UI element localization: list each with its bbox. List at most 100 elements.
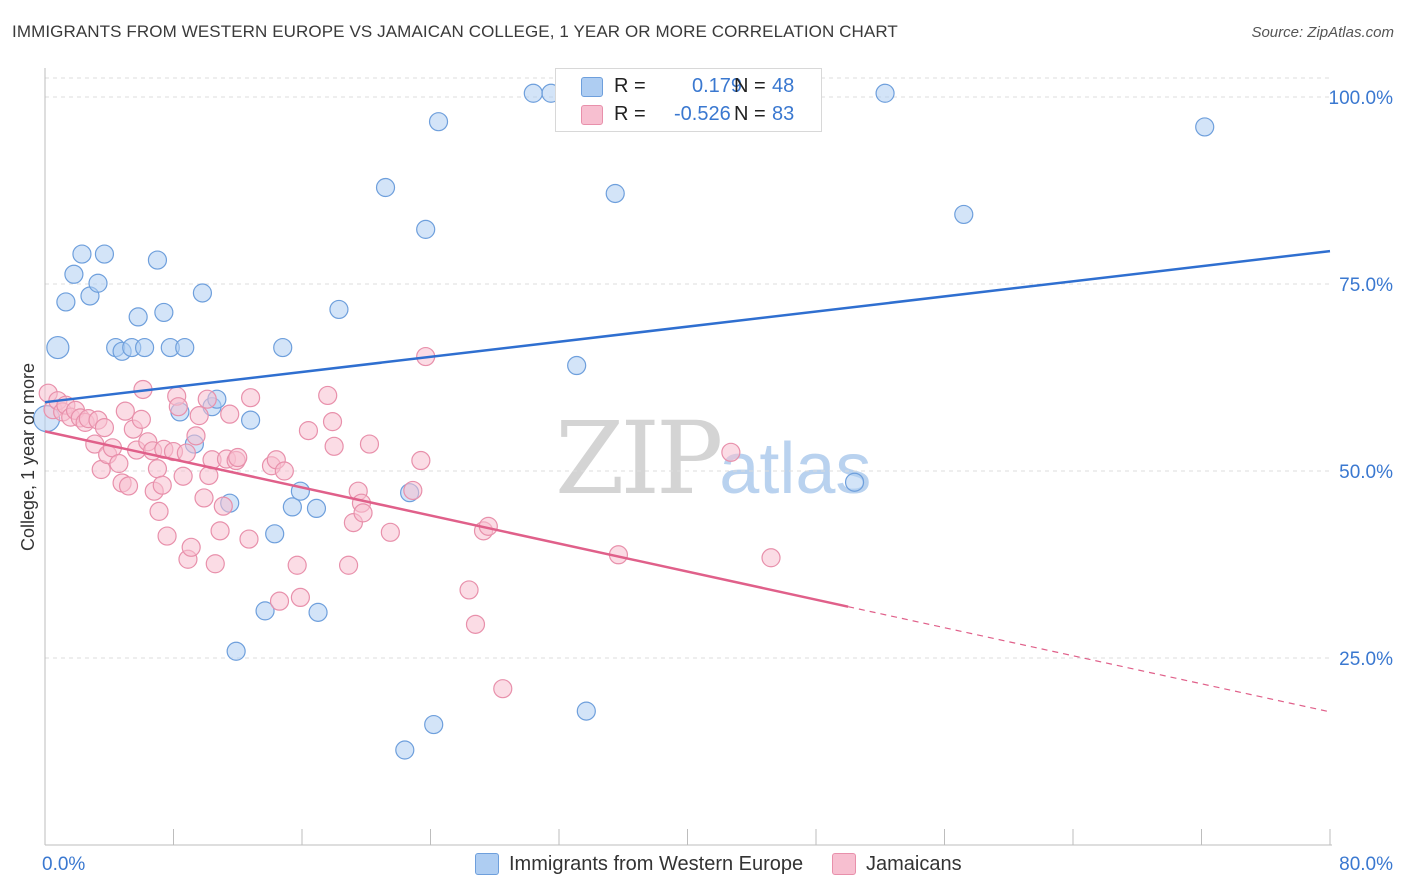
legend-r-label: R = — [614, 103, 646, 125]
point-western-europe — [954, 204, 974, 225]
series-western-europe — [33, 83, 1215, 760]
point-western-europe — [395, 740, 415, 760]
legend-r-value: 0.179 — [692, 75, 743, 97]
point-jamaicans — [194, 488, 214, 508]
point-jamaicans — [761, 548, 781, 568]
point-western-europe — [567, 355, 587, 376]
point-western-europe — [46, 335, 70, 360]
point-jamaicans — [197, 389, 217, 409]
legend-n-value: 48 — [772, 75, 795, 97]
legend-n-value: 83 — [772, 103, 795, 125]
tick-labels: 25.0% 50.0% 75.0% 100.0% 0.0% 80.0% — [42, 88, 1393, 875]
point-jamaicans — [228, 447, 248, 468]
point-jamaicans — [380, 522, 400, 542]
point-jamaicans — [186, 426, 206, 446]
legend-n-label: N = — [734, 103, 766, 125]
point-western-europe — [175, 337, 195, 358]
point-jamaicans — [168, 397, 188, 417]
point-western-europe — [154, 302, 174, 323]
point-jamaicans — [465, 614, 486, 634]
trend-lines — [44, 249, 1331, 713]
point-western-europe — [147, 250, 168, 270]
point-western-europe — [134, 337, 155, 358]
y-tick-label: 75.0% — [1339, 275, 1393, 296]
point-western-europe — [72, 244, 92, 264]
x-tick-label: 80.0% — [1339, 854, 1393, 875]
point-jamaicans — [241, 388, 261, 408]
point-western-europe — [576, 701, 596, 721]
point-western-europe — [282, 497, 302, 517]
point-jamaicans — [353, 503, 373, 523]
bottom-legend-swatch-pink — [832, 853, 856, 875]
point-western-europe — [88, 273, 108, 293]
point-western-europe — [523, 83, 543, 103]
bottom-legend-swatch-blue — [475, 853, 499, 875]
point-jamaicans — [403, 480, 423, 501]
axes — [44, 68, 1332, 846]
point-jamaicans — [298, 421, 319, 441]
point-western-europe — [308, 602, 328, 622]
point-jamaicans — [269, 591, 290, 611]
point-jamaicans — [721, 442, 741, 462]
trend-line-jamaicans — [44, 430, 849, 608]
trend-line-jamaicans-extension — [847, 606, 1331, 713]
point-jamaicans — [118, 476, 139, 496]
point-western-europe — [416, 219, 436, 239]
bottom-legend-label: Immigrants from Western Europe — [509, 853, 804, 875]
point-western-europe — [844, 472, 865, 492]
point-jamaicans — [94, 418, 115, 438]
legend-r-label: R = — [614, 75, 646, 97]
point-western-europe — [875, 83, 895, 103]
point-jamaicans — [290, 587, 310, 608]
correlation-legend: R = 0.179 N = 48 R = -0.526 N = 83 — [555, 68, 822, 132]
point-western-europe — [329, 299, 349, 320]
point-jamaicans — [459, 580, 479, 600]
point-jamaicans — [131, 409, 151, 429]
point-jamaicans — [220, 404, 240, 424]
point-western-europe — [56, 292, 76, 312]
point-jamaicans — [274, 461, 294, 481]
point-jamaicans — [115, 401, 135, 421]
point-jamaicans — [493, 679, 513, 699]
point-western-europe — [428, 112, 449, 132]
point-western-europe — [192, 283, 213, 303]
point-western-europe — [94, 244, 115, 264]
point-jamaicans — [152, 475, 172, 495]
point-jamaicans — [287, 555, 307, 575]
point-western-europe — [265, 524, 285, 544]
series-jamaicans — [38, 346, 781, 699]
point-western-europe — [306, 498, 327, 518]
y-tick-label: 100.0% — [1329, 88, 1394, 109]
chart-title: IMMIGRANTS FROM WESTERN EUROPE VS JAMAIC… — [12, 22, 898, 41]
y-tick-label: 25.0% — [1339, 649, 1393, 670]
point-jamaicans — [149, 501, 169, 521]
point-jamaicans — [176, 443, 196, 463]
trend-line-western-europe — [44, 249, 1331, 404]
x-tick-label: 0.0% — [42, 854, 85, 875]
point-jamaicans — [359, 434, 380, 454]
point-jamaicans — [213, 496, 233, 516]
point-jamaicans — [338, 555, 359, 575]
chart-source: Source: ZipAtlas.com — [1251, 24, 1394, 41]
point-jamaicans — [239, 529, 259, 549]
point-jamaicans — [189, 406, 209, 426]
legend-swatch-pink — [581, 105, 603, 125]
point-western-europe — [226, 641, 246, 661]
point-western-europe — [241, 410, 261, 430]
point-jamaicans — [210, 521, 230, 541]
point-western-europe — [605, 183, 625, 204]
point-jamaicans — [205, 554, 225, 574]
point-jamaicans — [173, 466, 193, 486]
point-jamaicans — [322, 412, 343, 432]
point-jamaicans — [181, 537, 201, 557]
legend-r-value: -0.526 — [674, 103, 731, 125]
point-jamaicans — [157, 526, 177, 546]
point-western-europe — [128, 307, 148, 327]
y-axis-label: College, 1 year or more — [18, 363, 38, 551]
legend-n-label: N = — [734, 75, 766, 97]
y-tick-label: 50.0% — [1339, 462, 1393, 483]
point-jamaicans — [109, 453, 129, 474]
point-western-europe — [255, 601, 275, 621]
legend-swatch-blue — [581, 77, 603, 97]
